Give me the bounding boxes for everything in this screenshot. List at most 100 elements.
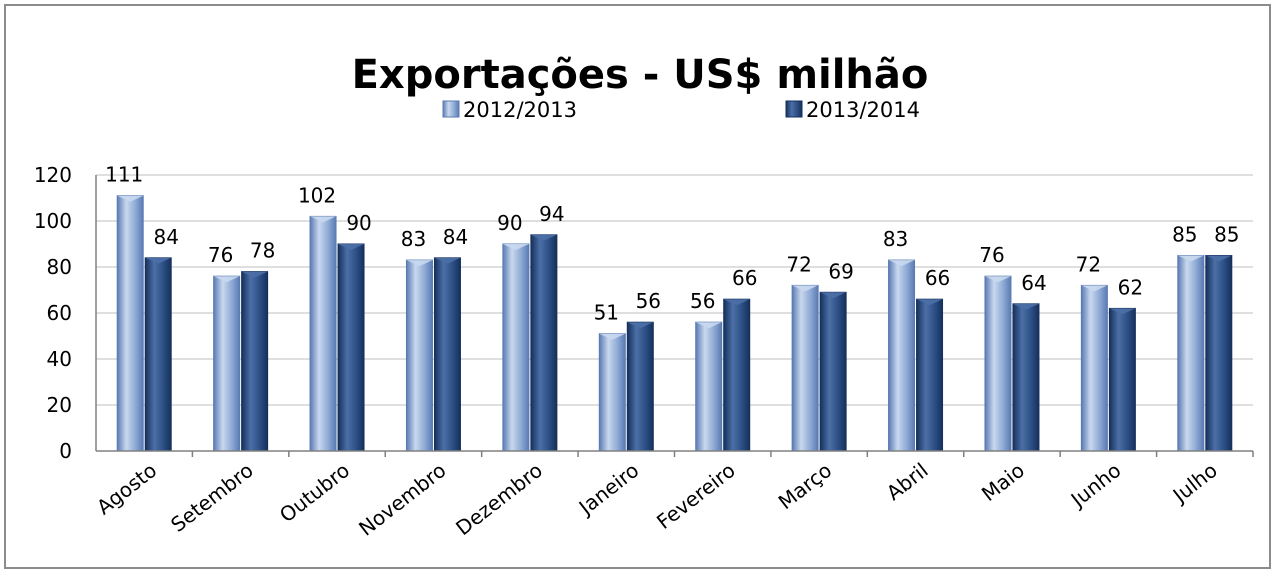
data-label-series-1: 90 (497, 211, 522, 235)
bar-top-bevel (434, 257, 461, 264)
bar-series-2 (1205, 255, 1233, 452)
y-tick-label: 60 (47, 301, 72, 325)
data-label-series-1: 72 (1076, 252, 1101, 276)
data-label-series-1: 76 (208, 243, 233, 267)
bar-series-1 (598, 333, 626, 452)
bar-series-1 (791, 284, 819, 452)
bar-series-1 (888, 259, 916, 452)
bar-top-bevel (723, 299, 750, 306)
bar-series-2 (1012, 303, 1040, 452)
bar-series-1 (984, 275, 1012, 452)
bar-series-1 (695, 321, 723, 452)
data-label-series-2: 78 (250, 239, 275, 263)
bar-top-bevel (984, 276, 1011, 283)
x-category-label: Abril (882, 458, 933, 505)
data-label-series-2: 64 (1021, 271, 1046, 295)
bar-series-2 (530, 234, 558, 452)
data-label-series-2: 84 (443, 225, 468, 249)
bar-top-bevel (627, 322, 654, 329)
bar-series-2 (916, 298, 944, 452)
bar-top-bevel (1109, 308, 1136, 315)
bar-series-2 (433, 257, 461, 452)
y-tick-label: 100 (34, 209, 72, 233)
x-category-label: Novembro (354, 458, 450, 541)
data-label-series-2: 66 (925, 266, 950, 290)
bar-top-bevel (145, 257, 172, 264)
bar-series-2 (241, 271, 269, 452)
bar-top-bevel (1177, 255, 1204, 262)
data-label-series-2: 84 (153, 225, 178, 249)
bar-series-1 (405, 259, 433, 452)
bar-series-2 (337, 243, 365, 452)
bar-top-bevel (338, 244, 365, 250)
y-tick-label: 80 (47, 255, 72, 279)
data-label-series-2: 69 (828, 259, 853, 283)
bar-top-bevel (599, 333, 626, 340)
x-category-label: Agosto (92, 458, 161, 519)
data-label-series-2: 90 (346, 211, 371, 235)
data-label-series-2: 66 (732, 266, 757, 290)
x-category-label: Fevereiro (652, 458, 740, 534)
x-category-label: Junho (1065, 458, 1126, 513)
data-label-series-1: 72 (786, 252, 811, 276)
y-tick-label: 0 (59, 439, 72, 463)
bar-top-bevel (1012, 303, 1039, 310)
legend: 2012/2013 2013/2014 (442, 98, 920, 122)
x-category-label: Maio (977, 458, 1029, 506)
bar-series-1 (502, 243, 530, 452)
data-label-series-2: 85 (1214, 223, 1239, 247)
legend-swatch-series-2 (785, 100, 803, 118)
bar-top-bevel (792, 285, 819, 292)
bar-top-bevel (502, 244, 529, 250)
bar-series-2 (819, 291, 847, 452)
x-category-label: Outubro (275, 458, 354, 527)
x-category-label: Julho (1167, 458, 1222, 508)
data-label-series-1: 56 (690, 289, 715, 313)
x-axis-categories: Agosto Setembro Outubro Novembro Dezembro Jan… (92, 451, 1254, 541)
data-label-series-1: 85 (1172, 223, 1197, 247)
data-label-series-1: 111 (105, 163, 143, 187)
legend-swatch-series-1 (442, 100, 460, 118)
bar-top-bevel (1081, 285, 1108, 292)
bar-series-2 (723, 298, 751, 452)
y-tick-label: 120 (34, 163, 72, 187)
bar-top-bevel (310, 216, 337, 223)
bar-top-bevel (820, 292, 847, 299)
y-axis-ticks: 0 20 40 60 80 100 120 (34, 163, 72, 463)
bars (116, 195, 1233, 452)
bar-top-bevel (406, 260, 433, 267)
bar-top-bevel (1205, 255, 1232, 262)
y-tick-label: 20 (47, 393, 72, 417)
data-label-series-2: 94 (539, 202, 564, 226)
data-label-series-1: 83 (883, 227, 908, 251)
data-label-series-2: 62 (1118, 275, 1143, 299)
bar-series-2 (1108, 307, 1136, 452)
y-tick-label: 40 (47, 347, 72, 371)
legend-label-series-1: 2012/2013 (463, 98, 577, 122)
bar-top-bevel (888, 260, 915, 267)
x-category-label: Dezembro (451, 458, 547, 540)
data-label-series-1: 83 (401, 227, 426, 251)
data-label-series-1: 76 (979, 243, 1004, 267)
bar-top-bevel (213, 276, 240, 283)
bar-series-1 (213, 275, 241, 452)
bar-series-1 (309, 215, 337, 452)
x-category-label: Setembro (166, 458, 257, 537)
chart-title: Exportações - US$ milhão (352, 52, 929, 98)
data-labels: 111 84 76 78 102 90 83 84 90 94 51 56 56 66 72 69 83 66 76… (105, 163, 1239, 325)
bar-top-bevel (530, 234, 557, 241)
bar-series-2 (626, 321, 654, 452)
bar-series-1 (116, 195, 144, 452)
bar-top-bevel (117, 195, 144, 202)
bar-top-bevel (695, 322, 722, 329)
data-label-series-1: 102 (298, 183, 336, 207)
legend-label-series-2: 2013/2014 (806, 98, 920, 122)
x-category-label: Janeiro (573, 458, 644, 520)
gridlines (96, 174, 1253, 406)
bar-series-1 (1177, 255, 1205, 452)
bar-series-1 (1080, 284, 1108, 452)
bar-series-2 (144, 257, 172, 452)
x-category-label: Março (774, 458, 836, 514)
bar-top-bevel (241, 271, 268, 278)
